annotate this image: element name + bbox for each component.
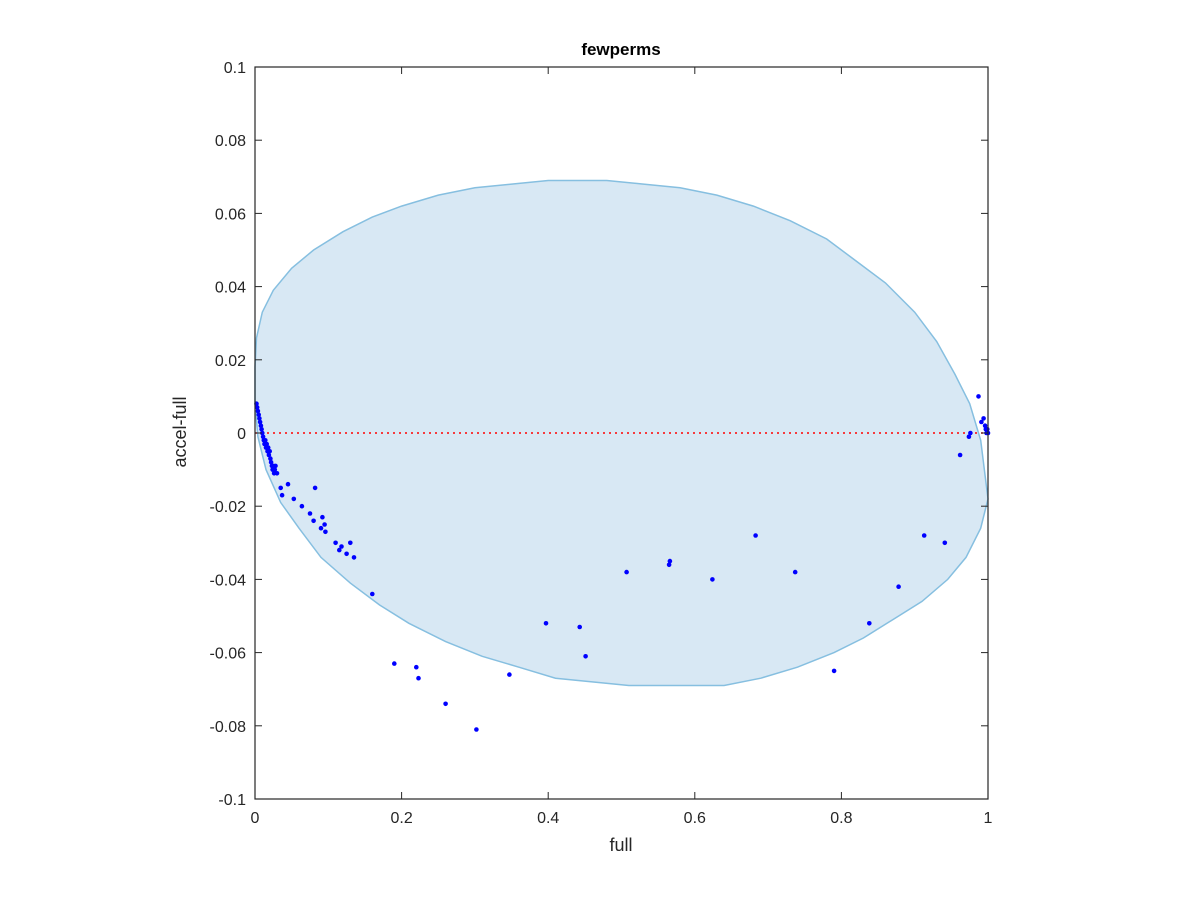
y-tick-label: 0: [237, 426, 246, 443]
data-point: [583, 654, 588, 659]
data-point: [272, 467, 278, 472]
data-point: [351, 555, 357, 560]
data-point: [299, 503, 305, 509]
data-point: [867, 621, 872, 626]
y-tick-label: 0.08: [215, 133, 246, 150]
data-point: [266, 452, 272, 458]
data-point: [344, 551, 349, 557]
data-point: [255, 408, 261, 414]
data-point: [274, 471, 280, 476]
y-tick-label: 0.02: [215, 353, 246, 370]
y-tick-label: -0.02: [210, 499, 247, 516]
data-point: [957, 452, 963, 458]
x-tick-label: 0.2: [390, 810, 412, 827]
data-point: [392, 661, 397, 666]
data-point: [320, 514, 325, 520]
data-point: [921, 533, 927, 538]
x-tick-label: 0.4: [537, 810, 559, 827]
data-point: [268, 460, 274, 465]
data-point: [339, 544, 344, 549]
data-point: [979, 419, 984, 425]
data-point: [666, 562, 672, 568]
data-point: [981, 416, 986, 421]
x-tick-label: 0: [251, 810, 260, 827]
y-tick-label: -0.08: [210, 719, 247, 736]
data-point: [285, 481, 291, 487]
x-axis-ticks: 0 0.2 0.4 0.6 0.8 1: [251, 67, 993, 827]
data-points: [254, 394, 991, 732]
y-axis-ticks: -0.1 -0.08 -0.06 -0.04 -0.02 0 0.02 0.04 0.06 0.0…: [210, 60, 988, 809]
data-point: [976, 394, 981, 399]
data-point: [267, 449, 273, 454]
data-point: [416, 675, 421, 681]
data-point: [318, 525, 324, 531]
data-point: [265, 445, 271, 450]
data-point: [474, 727, 479, 732]
y-tick-label: -0.04: [210, 572, 247, 589]
data-point: [322, 522, 327, 527]
data-point: [254, 405, 260, 410]
data-point: [256, 412, 262, 418]
data-point: [507, 672, 512, 677]
data-point: [337, 547, 342, 553]
data-point: [348, 540, 353, 546]
data-point: [577, 624, 582, 630]
data-point: [443, 701, 448, 707]
data-point: [279, 492, 285, 498]
data-point: [263, 438, 268, 443]
y-tick-label: 0.06: [215, 206, 246, 223]
data-point: [291, 496, 297, 502]
data-point: [264, 441, 270, 447]
data-point: [333, 540, 338, 546]
data-point: [543, 621, 549, 626]
data-point: [792, 569, 798, 575]
data-point: [942, 540, 948, 546]
data-point: [982, 423, 988, 429]
data-point: [753, 533, 758, 538]
data-point: [968, 430, 973, 436]
y-tick-label: 0.04: [215, 280, 246, 297]
data-point: [667, 558, 673, 564]
x-tick-label: 1: [984, 810, 993, 827]
y-axis-label: accel-full: [170, 396, 190, 467]
data-point: [624, 569, 629, 575]
data-point: [896, 584, 901, 589]
data-point: [260, 430, 265, 436]
y-tick-label: -0.1: [218, 792, 246, 809]
chart-title: fewperms: [581, 40, 660, 59]
data-point: [323, 529, 328, 535]
data-point: [831, 668, 837, 674]
x-tick-label: 0.8: [830, 810, 852, 827]
data-point: [273, 463, 278, 469]
data-point: [370, 591, 375, 597]
data-point: [257, 416, 262, 421]
data-point: [268, 456, 273, 461]
y-tick-label: -0.06: [210, 646, 247, 663]
data-point: [312, 485, 318, 491]
y-tick-label: 0.1: [224, 60, 246, 77]
data-point: [311, 518, 316, 524]
data-point: [966, 434, 972, 440]
data-point: [259, 427, 264, 432]
data-point: [414, 664, 419, 670]
x-axis-label: full: [609, 835, 632, 855]
data-point: [710, 577, 715, 582]
data-point: [260, 434, 266, 440]
x-tick-label: 0.6: [684, 810, 706, 827]
data-point: [257, 419, 263, 425]
data-point: [278, 485, 284, 491]
data-point: [258, 423, 264, 429]
data-point: [307, 511, 313, 516]
